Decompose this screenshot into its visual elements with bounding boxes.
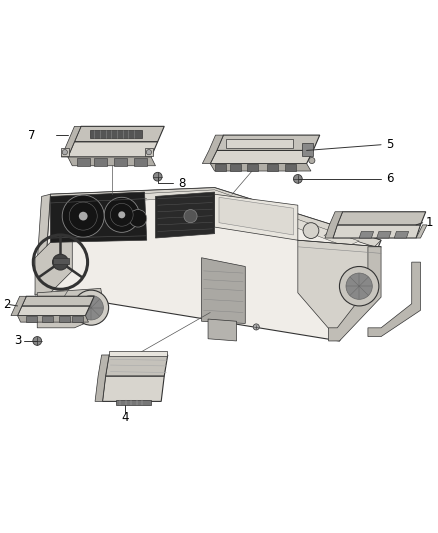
Circle shape [118,211,125,219]
Polygon shape [328,247,381,341]
Bar [109,351,167,356]
Polygon shape [35,194,50,295]
Polygon shape [210,164,311,171]
Bar [90,130,142,138]
Polygon shape [155,192,215,238]
Polygon shape [394,231,409,238]
Circle shape [346,273,372,300]
Bar [247,165,258,171]
Polygon shape [145,148,153,156]
Text: 2: 2 [3,298,11,311]
Polygon shape [359,231,374,238]
Circle shape [53,254,68,270]
Polygon shape [68,142,158,157]
Bar [94,158,107,166]
Polygon shape [74,126,164,142]
Polygon shape [208,319,237,341]
Polygon shape [95,355,109,401]
Circle shape [33,336,42,345]
Bar [134,158,147,166]
Text: 4: 4 [121,411,129,424]
Bar [26,316,37,322]
Text: 8: 8 [179,177,186,190]
Text: 3: 3 [14,335,21,348]
Bar [116,400,151,405]
Circle shape [79,295,103,320]
Polygon shape [61,148,69,156]
Circle shape [146,150,152,155]
Circle shape [293,174,302,183]
Circle shape [253,324,259,330]
Polygon shape [333,225,420,238]
Circle shape [79,212,88,221]
Polygon shape [18,316,88,322]
Bar [302,143,313,156]
Circle shape [69,202,97,230]
Polygon shape [50,188,381,247]
Circle shape [303,223,319,238]
Circle shape [62,150,67,155]
Polygon shape [325,212,343,238]
Polygon shape [37,288,105,328]
Polygon shape [368,262,420,336]
Circle shape [62,195,104,237]
Bar [72,316,83,322]
Circle shape [153,172,162,181]
Polygon shape [210,150,313,164]
Bar [285,165,296,171]
Bar [230,165,241,171]
Bar [215,165,226,171]
Polygon shape [18,306,90,316]
Bar [77,158,90,166]
Polygon shape [22,296,94,306]
Polygon shape [68,157,155,166]
Polygon shape [106,355,168,376]
Polygon shape [416,225,427,238]
Bar [226,139,293,148]
Polygon shape [61,126,81,157]
Polygon shape [377,231,391,238]
Polygon shape [11,296,26,316]
Bar [42,316,53,322]
Polygon shape [298,240,381,341]
Circle shape [129,209,147,227]
Text: 1: 1 [426,216,433,229]
Text: 5: 5 [386,138,394,151]
Circle shape [339,266,379,306]
Polygon shape [50,192,147,243]
Bar [59,316,70,322]
Polygon shape [202,135,223,164]
Circle shape [309,157,315,164]
Polygon shape [53,258,69,264]
Polygon shape [201,258,245,324]
Text: 7: 7 [28,128,35,142]
Polygon shape [44,188,381,341]
Polygon shape [88,190,359,247]
Circle shape [104,197,139,232]
Circle shape [110,204,133,226]
Circle shape [184,209,197,223]
Polygon shape [337,212,426,225]
Text: 6: 6 [386,172,394,185]
Polygon shape [219,197,293,235]
Bar [114,158,127,166]
Polygon shape [102,376,164,401]
Polygon shape [217,135,320,150]
Polygon shape [35,240,72,295]
Circle shape [74,290,109,325]
Polygon shape [215,194,298,240]
Bar [267,165,278,171]
